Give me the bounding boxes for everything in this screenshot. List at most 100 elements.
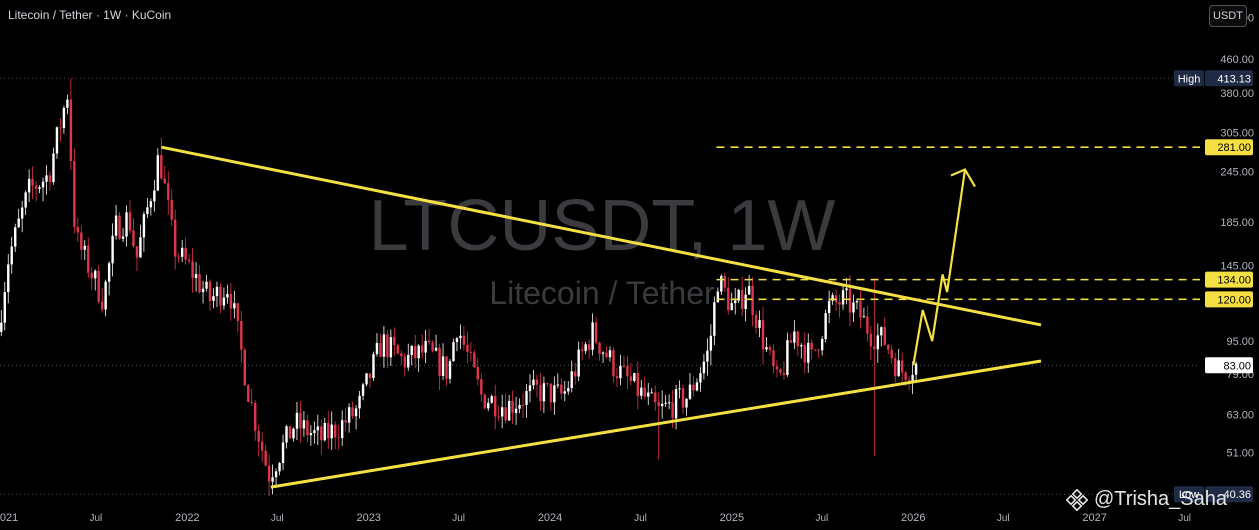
candle-body	[761, 319, 765, 350]
candle-body	[219, 286, 222, 306]
candle-body	[786, 340, 789, 375]
candle	[285, 425, 288, 449]
candle-body	[420, 345, 424, 353]
candle-body	[243, 349, 246, 386]
candle	[208, 279, 212, 311]
candle-body	[254, 402, 257, 431]
candle	[622, 356, 626, 368]
candle-body	[431, 342, 434, 351]
candle	[556, 373, 560, 389]
candle	[678, 380, 681, 399]
candle	[528, 374, 532, 403]
candle-body	[900, 360, 904, 373]
candle	[911, 361, 914, 394]
candle-body	[309, 433, 313, 436]
candle-body	[793, 331, 796, 343]
candle	[598, 341, 601, 361]
candle	[59, 118, 62, 142]
candle	[135, 246, 139, 272]
candle	[473, 350, 476, 368]
candle	[862, 307, 866, 318]
candle-body	[650, 392, 653, 394]
month-tick-label: Jul	[815, 513, 828, 524]
candle	[640, 379, 643, 400]
candle-body	[41, 181, 45, 188]
candle-body	[605, 352, 608, 358]
price-tag-bg	[1205, 291, 1253, 308]
candle	[14, 223, 17, 252]
candle	[7, 253, 10, 304]
candle	[713, 296, 716, 345]
candle	[476, 357, 480, 386]
candle-body	[904, 372, 907, 380]
candle-body	[612, 350, 615, 377]
candle-body	[361, 384, 365, 396]
candle-body	[445, 356, 448, 379]
candle	[344, 408, 347, 431]
candle-body	[514, 408, 518, 413]
candle	[250, 388, 253, 406]
candle	[518, 398, 521, 414]
candle	[445, 356, 448, 386]
currency-button[interactable]: USDT	[1209, 5, 1247, 27]
candle	[354, 405, 358, 430]
candle-body	[267, 465, 271, 482]
candle-body	[292, 428, 295, 439]
candle-body	[320, 426, 323, 441]
candle	[494, 384, 497, 430]
candle	[914, 361, 918, 381]
candle	[532, 369, 535, 390]
month-tick-label: Jul	[634, 513, 647, 524]
candle	[873, 278, 876, 456]
candle	[417, 344, 420, 372]
candle-body	[441, 356, 445, 376]
candle-body	[574, 371, 577, 377]
candle	[890, 345, 893, 364]
candle-body	[866, 316, 869, 334]
candle-body	[375, 342, 379, 355]
candle	[845, 278, 848, 305]
candle-body	[688, 384, 692, 399]
candle-body	[500, 407, 504, 417]
candle-body	[873, 346, 876, 350]
candle-body	[365, 373, 368, 385]
candle-body	[563, 391, 566, 394]
candle	[20, 200, 24, 233]
candle-body	[80, 232, 83, 250]
candle-body	[281, 442, 285, 464]
candle	[187, 253, 191, 265]
candle-body	[27, 178, 31, 193]
candle	[848, 275, 852, 327]
candle-body	[73, 161, 76, 227]
candle-body	[299, 412, 302, 429]
candle-body	[180, 247, 184, 257]
candle-body	[240, 320, 243, 350]
candle	[330, 411, 333, 450]
candle	[212, 288, 215, 309]
year-tick-label: 2022	[175, 512, 199, 524]
candle-body	[584, 344, 587, 352]
candle-body	[591, 322, 594, 350]
candle-body	[598, 342, 601, 354]
year-tick-label: 2021	[0, 512, 18, 524]
candle	[222, 287, 226, 310]
candle	[180, 239, 184, 262]
candle-body	[553, 385, 556, 403]
watermark-name: Litecoin / Tether	[489, 275, 715, 311]
candle-body	[608, 350, 612, 358]
candle-body	[83, 245, 86, 250]
candle-body	[358, 395, 361, 409]
trendlines	[161, 145, 1200, 489]
year-tick-label: 2025	[720, 512, 744, 524]
price-tick-label: 380.00	[1220, 88, 1254, 100]
candle	[177, 253, 180, 263]
support-trendline	[270, 359, 1042, 489]
candle-body	[685, 398, 688, 408]
candle-body	[69, 99, 73, 162]
candle-body	[417, 345, 420, 359]
candle-body	[288, 426, 292, 439]
candle	[594, 316, 598, 345]
candle	[629, 362, 633, 386]
candle	[87, 237, 90, 278]
